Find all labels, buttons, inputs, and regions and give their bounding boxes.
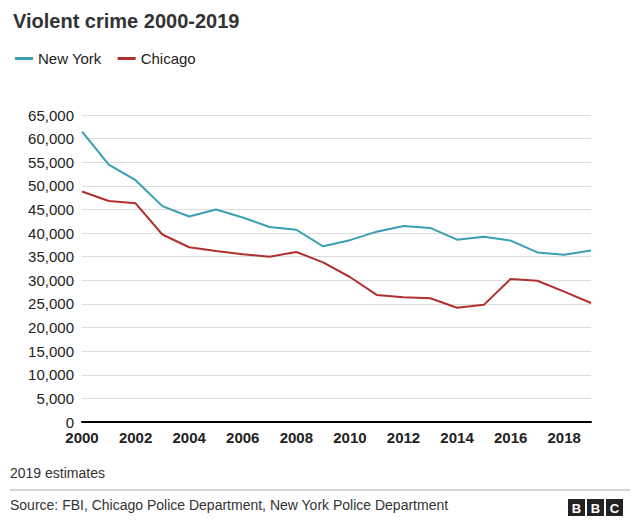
svg-text:45,000: 45,000 bbox=[28, 201, 74, 218]
svg-text:Violent crime 2000-2019: Violent crime 2000-2019 bbox=[13, 10, 239, 32]
svg-text:2019 estimates: 2019 estimates bbox=[10, 465, 105, 481]
svg-text:10,000: 10,000 bbox=[28, 366, 74, 383]
svg-text:2000: 2000 bbox=[65, 429, 98, 446]
svg-text:2006: 2006 bbox=[226, 429, 259, 446]
svg-text:5,000: 5,000 bbox=[36, 390, 74, 407]
svg-text:0: 0 bbox=[66, 414, 74, 431]
svg-text:2018: 2018 bbox=[548, 429, 581, 446]
svg-text:B: B bbox=[572, 501, 581, 516]
svg-text:2016: 2016 bbox=[494, 429, 527, 446]
svg-text:20,000: 20,000 bbox=[28, 319, 74, 336]
svg-text:15,000: 15,000 bbox=[28, 343, 74, 360]
svg-text:55,000: 55,000 bbox=[28, 154, 74, 171]
svg-text:2008: 2008 bbox=[280, 429, 313, 446]
svg-text:40,000: 40,000 bbox=[28, 225, 74, 242]
svg-text:Source: FBI, Chicago Police De: Source: FBI, Chicago Police Department, … bbox=[10, 497, 448, 513]
svg-text:60,000: 60,000 bbox=[28, 130, 74, 147]
svg-text:B: B bbox=[591, 501, 600, 516]
svg-text:65,000: 65,000 bbox=[28, 107, 74, 124]
svg-text:30,000: 30,000 bbox=[28, 272, 74, 289]
svg-text:Chicago: Chicago bbox=[141, 50, 196, 67]
svg-text:50,000: 50,000 bbox=[28, 177, 74, 194]
svg-text:35,000: 35,000 bbox=[28, 248, 74, 265]
svg-text:New York: New York bbox=[38, 50, 102, 67]
svg-text:2014: 2014 bbox=[440, 429, 474, 446]
svg-text:2002: 2002 bbox=[119, 429, 152, 446]
svg-text:C: C bbox=[610, 501, 620, 516]
svg-text:2004: 2004 bbox=[172, 429, 206, 446]
svg-text:2010: 2010 bbox=[333, 429, 366, 446]
svg-text:2012: 2012 bbox=[387, 429, 420, 446]
svg-text:25,000: 25,000 bbox=[28, 295, 74, 312]
